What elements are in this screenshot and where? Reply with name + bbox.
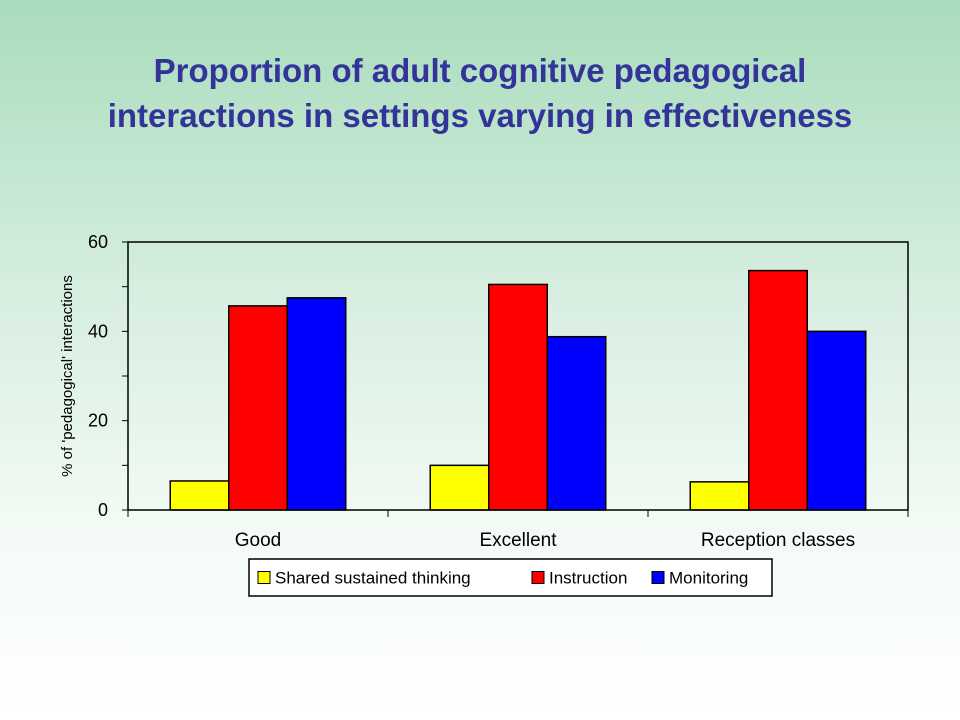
y-tick-label: 20 [88,411,108,431]
bars-group [169,269,867,511]
bar-shared-sustained-thinking-reception-classes [689,481,750,511]
y-tick-label: 60 [88,232,108,252]
bar-monitoring-excellent [546,335,607,511]
x-axis: Good Excellent Reception classes [127,510,909,551]
bar-shared-sustained-thinking-excellent [429,464,490,511]
x-category-label: Excellent [479,530,557,551]
legend-label: Shared sustained thinking [275,569,471,588]
legend-label: Instruction [549,569,627,588]
y-axis-title: % of 'pedagogical' interactions [59,275,76,477]
legend-swatch [257,571,271,584]
bar-instruction-reception-classes [748,269,808,511]
legend-label: Monitoring [669,569,748,588]
slide-title: Proportion of adult cognitive pedagogica… [107,52,853,134]
y-tick-label: 40 [88,321,108,341]
legend-swatch [651,571,665,584]
legend-box [248,558,773,597]
bar-monitoring-good [286,297,347,511]
x-category-label: Good [235,530,281,551]
bar-instruction-good [228,305,288,511]
x-category-label: Reception classes [701,530,855,551]
bar-shared-sustained-thinking-good [169,480,230,511]
y-axis: 0 20 40 60 [88,232,128,520]
legend: Shared sustained thinking Instruction Moni… [248,558,773,597]
y-tick-label: 0 [98,500,108,520]
legend-swatch [531,571,545,584]
bar-monitoring-reception-classes [806,330,867,511]
bar-instruction-excellent [488,283,548,511]
